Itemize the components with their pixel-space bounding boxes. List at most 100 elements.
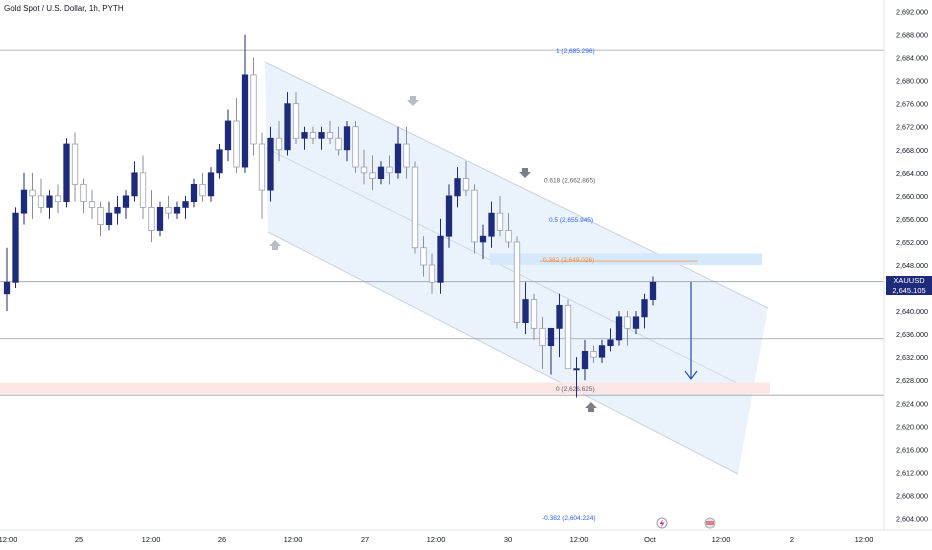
candle: [29, 189, 36, 197]
candle: [394, 143, 402, 174]
supply-zone: [490, 253, 762, 265]
candle: [607, 339, 614, 347]
candle: [173, 206, 181, 214]
candle: [139, 172, 147, 208]
fib-label: 0.382 (2,649.026): [543, 257, 594, 264]
y-tick-label: 2,688.000: [896, 31, 928, 40]
candle: [539, 327, 546, 347]
current-price-tag: XAUUSD 2,645.105 11:47: [886, 276, 932, 304]
candle: [12, 212, 19, 283]
candle: [564, 304, 572, 370]
marker-down-arrow: [519, 168, 531, 178]
candle: [386, 166, 393, 174]
candle: [360, 166, 368, 174]
candle: [420, 247, 427, 266]
candle: [241, 74, 249, 168]
candle: [71, 143, 79, 185]
candle: [54, 195, 62, 203]
marker-up-arrow: [585, 402, 597, 412]
candle: [624, 316, 631, 329]
candle: [522, 299, 529, 324]
chart-title: Gold Spot / U.S. Dollar, 1h, PYTH: [4, 4, 124, 13]
y-tick-label: 2,648.000: [896, 261, 928, 270]
candle: [632, 316, 640, 329]
candle: [403, 143, 410, 168]
candle: [46, 195, 53, 208]
candle: [479, 235, 487, 243]
y-tick-label: 2,636.000: [896, 330, 928, 339]
candle: [343, 126, 351, 151]
fib-label: 0 (2,626.625): [556, 386, 595, 393]
y-tick-label: 2,604.000: [896, 514, 928, 523]
price-tag-countdown: 11:47: [899, 295, 919, 304]
channel-upper-line: [264, 61, 769, 309]
y-tick-label: 2,676.000: [896, 100, 928, 109]
candle: [275, 137, 283, 151]
candle: [267, 137, 274, 191]
candle: [292, 103, 300, 139]
candle: [454, 178, 461, 197]
candle: [377, 166, 385, 179]
candle: [615, 316, 623, 341]
forecast-arrowhead: [684, 370, 698, 380]
candle: [122, 195, 130, 208]
candle: [437, 235, 444, 283]
y-tick-label: 2,656.000: [896, 215, 928, 224]
candle: [207, 172, 215, 197]
y-tick-label: 2,664.000: [896, 169, 928, 178]
candle: [309, 132, 317, 139]
lightning-icon: [659, 519, 665, 528]
y-tick-label: 2,616.000: [896, 445, 928, 454]
candle: [97, 206, 104, 226]
y-tick-label: 2,624.000: [896, 399, 928, 408]
y-tick-label: 2,672.000: [896, 123, 928, 132]
fib-label: 0.618 (2,662.865): [544, 177, 595, 184]
price-tag-value: 2,645.105: [892, 285, 926, 295]
price-tag-symbol-price: XAUUSD 2,645.105: [886, 276, 932, 295]
x-tick-label: 25: [75, 535, 83, 544]
fib-label: 1 (2,685.296): [556, 48, 595, 55]
y-tick-label: 2,680.000: [896, 77, 928, 86]
x-tick-label: 12:00: [427, 535, 446, 544]
candle: [573, 368, 580, 371]
candle: [63, 143, 70, 203]
candle: [641, 299, 648, 318]
y-tick-label: 2,640.000: [896, 307, 928, 316]
candle: [148, 206, 155, 231]
candle: [258, 143, 266, 191]
x-tick-label: 12:00: [712, 535, 731, 544]
fib-label: 0.5 (2,655.945): [549, 217, 593, 224]
x-tick-label: Oct: [644, 535, 657, 544]
y-tick-label: 2,608.000: [896, 491, 928, 500]
candle: [105, 212, 113, 226]
candle: [224, 120, 232, 151]
y-tick-label: 2,660.000: [896, 192, 928, 201]
candle: [352, 126, 359, 168]
channel-lower-line: [267, 231, 739, 475]
y-tick-label: 2,620.000: [896, 422, 928, 431]
candle: [80, 183, 87, 203]
candle: [88, 201, 96, 208]
x-tick-label: 12:00: [0, 535, 17, 544]
candle: [335, 137, 342, 151]
candle: [513, 241, 521, 324]
y-tick-label: 2,652.000: [896, 238, 928, 247]
candle: [598, 345, 606, 358]
candle: [530, 299, 538, 329]
candle: [114, 206, 121, 214]
candle: [318, 132, 325, 139]
candle: [190, 183, 198, 203]
candle: [445, 195, 453, 237]
candle: [199, 183, 206, 197]
candle: [326, 132, 334, 139]
candle: [505, 230, 512, 243]
candle: [649, 281, 657, 300]
marker-down-arrow: [407, 96, 419, 106]
x-tick-label: 30: [504, 535, 512, 544]
candle: [250, 74, 257, 145]
candle: [496, 212, 504, 231]
candle: [590, 351, 597, 358]
candle: [301, 132, 308, 139]
